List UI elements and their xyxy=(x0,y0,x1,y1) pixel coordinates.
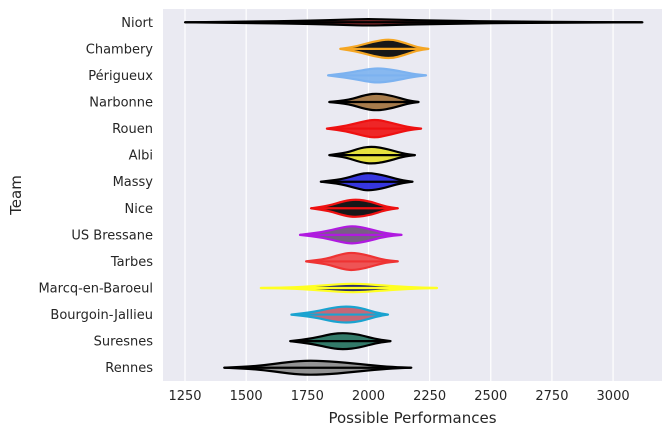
y-tick-label: US Bressane xyxy=(71,228,153,243)
x-axis-label: Possible Performances xyxy=(328,409,496,427)
x-tick-label: 1500 xyxy=(230,389,263,404)
y-tick-label: Suresnes xyxy=(94,335,154,350)
violin-chambery xyxy=(339,38,430,60)
y-tick-label: Narbonne xyxy=(89,96,153,111)
violin-rennes xyxy=(223,359,413,376)
violin-tarbes xyxy=(305,251,399,272)
violin-rouen xyxy=(325,118,423,139)
y-tick-label: Massy xyxy=(113,175,154,190)
y-tick-label: Bourgoin-Jallieu xyxy=(50,308,153,323)
violin-us-bressane xyxy=(298,225,403,245)
violin-suresnes xyxy=(289,332,392,351)
violin-narbonne xyxy=(328,92,420,112)
x-tick-label: 2500 xyxy=(474,389,507,404)
y-tick-label: Niort xyxy=(121,16,153,31)
y-tick-label: Marcq-en-Baroeul xyxy=(38,282,153,297)
violin-massy xyxy=(319,172,414,192)
x-tick-label: 1250 xyxy=(168,389,201,404)
y-tick-label: Rennes xyxy=(105,361,153,376)
x-tick-label: 2750 xyxy=(535,389,568,404)
x-tick-label: 3000 xyxy=(597,389,630,404)
x-tick-label: 2000 xyxy=(352,389,385,404)
y-tick-label: Rouen xyxy=(112,122,153,137)
x-tick-label: 1750 xyxy=(291,389,324,404)
plot-background xyxy=(163,9,662,381)
y-tick-label: Albi xyxy=(129,149,153,164)
violin-bourgoin-jallieu xyxy=(290,305,390,324)
y-tick-label: Périgueux xyxy=(88,69,153,84)
violin-niort xyxy=(183,18,644,27)
y-tick-label: Chambery xyxy=(86,42,154,57)
x-tick-label: 2250 xyxy=(413,389,446,404)
violin-p-rigueux xyxy=(327,67,428,84)
y-tick-label: Tarbes xyxy=(110,255,153,270)
violin-marcq-en-baroeul xyxy=(259,282,439,294)
violin-nice xyxy=(309,198,399,218)
y-tick-label: Nice xyxy=(125,202,153,217)
violin-albi xyxy=(328,145,416,165)
y-axis-label: Team xyxy=(7,175,25,216)
